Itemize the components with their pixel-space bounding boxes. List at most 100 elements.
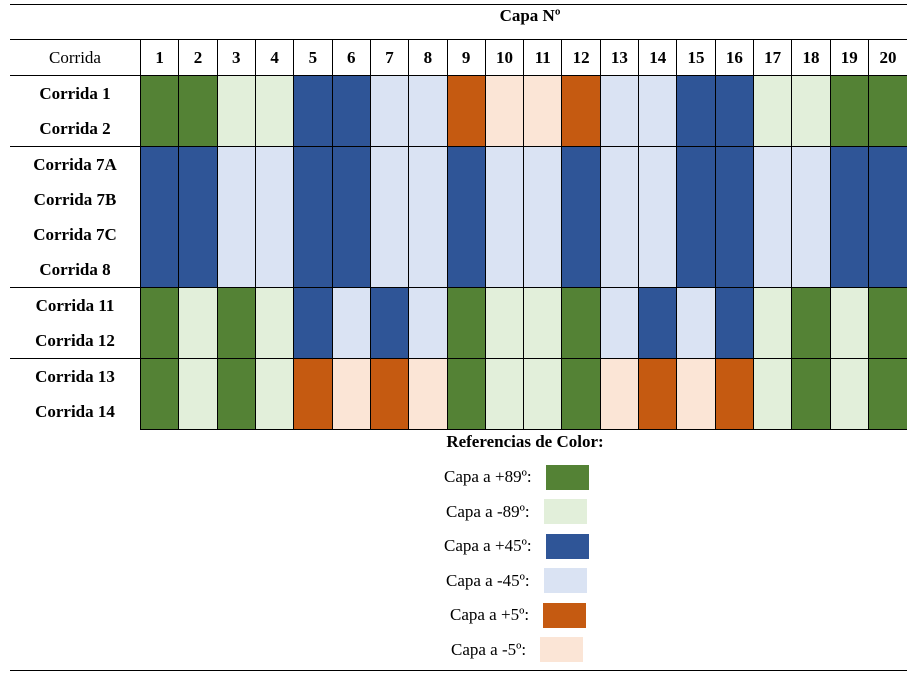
layer-cell bbox=[140, 287, 180, 323]
column-header-8: 8 bbox=[408, 40, 448, 76]
layer-cell bbox=[293, 287, 333, 323]
layer-cell bbox=[255, 146, 295, 182]
layer-cell bbox=[523, 287, 563, 323]
layer-cell bbox=[255, 182, 295, 217]
layer-cell bbox=[561, 111, 601, 147]
layer-cell bbox=[715, 146, 755, 182]
layer-cell bbox=[140, 217, 180, 252]
layer-cell bbox=[293, 358, 333, 394]
layer-cell bbox=[447, 75, 486, 111]
legend-swatch bbox=[540, 637, 584, 662]
layer-cell bbox=[293, 323, 333, 359]
legend-item: Capa a +45º: bbox=[444, 533, 589, 559]
layer-cell bbox=[255, 323, 295, 359]
layer-cell bbox=[523, 182, 563, 217]
legend-label: Capa a +45º: bbox=[444, 536, 532, 555]
column-header-19: 19 bbox=[830, 40, 869, 76]
row-header-label: Corrida bbox=[10, 40, 141, 76]
legend-label: Capa a -45º: bbox=[446, 570, 530, 590]
layer-cell bbox=[217, 217, 256, 252]
column-header-13: 13 bbox=[600, 40, 640, 76]
column-header-17: 17 bbox=[753, 40, 793, 76]
layer-cell bbox=[600, 75, 640, 111]
layer-cell bbox=[638, 394, 678, 430]
column-header-5: 5 bbox=[293, 40, 333, 76]
layer-cell bbox=[753, 323, 793, 359]
legend-item: Capa a +5º: bbox=[450, 602, 587, 628]
layer-cell bbox=[676, 287, 716, 323]
layer-cell bbox=[485, 75, 525, 111]
layer-cell bbox=[830, 323, 869, 359]
layer-cell bbox=[217, 75, 256, 111]
table-row: Corrida 1 bbox=[10, 75, 907, 111]
layer-cell bbox=[638, 182, 678, 217]
layer-cell bbox=[830, 111, 869, 147]
layer-cell bbox=[600, 182, 640, 217]
column-header-14: 14 bbox=[638, 40, 678, 76]
legend-title: Referencias de Color: bbox=[446, 432, 604, 451]
layer-cell bbox=[217, 323, 256, 359]
layer-cell bbox=[523, 111, 563, 147]
top-rule bbox=[10, 4, 907, 5]
layer-cell bbox=[753, 182, 793, 217]
layer-cell bbox=[332, 287, 371, 323]
layer-cell bbox=[178, 287, 218, 323]
layer-cell bbox=[868, 394, 907, 430]
layer-cell bbox=[370, 217, 410, 252]
layer-cell bbox=[676, 111, 716, 147]
layer-cell bbox=[178, 217, 218, 252]
layer-cell bbox=[830, 217, 869, 252]
legend-swatch bbox=[543, 602, 587, 628]
layer-cell bbox=[753, 252, 793, 288]
layer-cell bbox=[830, 75, 869, 111]
layer-cell bbox=[676, 394, 716, 430]
layer-cell bbox=[753, 146, 793, 182]
layer-cell bbox=[638, 111, 678, 147]
layer-cell bbox=[715, 394, 755, 430]
layer-cell bbox=[447, 394, 486, 430]
layer-cell bbox=[561, 146, 601, 182]
table-row: Corrida 12 bbox=[10, 323, 907, 359]
layer-cell bbox=[830, 146, 869, 182]
layer-cell bbox=[561, 287, 601, 323]
legend-item: Capa a -89º: bbox=[446, 499, 587, 525]
layer-cell bbox=[217, 252, 256, 288]
layer-cell bbox=[523, 146, 563, 182]
legend-item: Capa a +89º: bbox=[444, 464, 589, 490]
layer-cell bbox=[140, 252, 180, 288]
layer-cell bbox=[830, 394, 869, 430]
layer-cell bbox=[485, 111, 525, 147]
table-row: Corrida 8 bbox=[10, 252, 907, 288]
layer-cell bbox=[638, 75, 678, 111]
layer-cell bbox=[140, 111, 180, 147]
layer-cell bbox=[255, 358, 295, 394]
layer-cell bbox=[676, 146, 716, 182]
layer-cell bbox=[868, 252, 907, 288]
layer-color-table: Corrida 1 2 3 4 5 6 7 8 9 10 11 12 13 14 15 16 17 18 19 20 … bbox=[10, 40, 907, 430]
layer-cell bbox=[676, 252, 716, 288]
layer-cell bbox=[293, 146, 333, 182]
layer-cell bbox=[600, 287, 640, 323]
layer-cell bbox=[447, 287, 486, 323]
layer-cell bbox=[408, 75, 448, 111]
column-header-16: 16 bbox=[715, 40, 755, 76]
layer-cell bbox=[638, 252, 678, 288]
layer-cell bbox=[293, 252, 333, 288]
table-body: Corrida 1 Corrida 2 Corrida 7A Corrida 7B Co… bbox=[10, 75, 907, 430]
layer-cell bbox=[178, 146, 218, 182]
layer-cell bbox=[561, 358, 601, 394]
column-header-10: 10 bbox=[485, 40, 525, 76]
legend-label: Capa a -89º: bbox=[446, 501, 530, 521]
layer-cell bbox=[255, 75, 295, 111]
layer-cell bbox=[332, 323, 371, 359]
layer-cell bbox=[830, 287, 869, 323]
layer-cell bbox=[332, 252, 371, 288]
layer-cell bbox=[791, 394, 831, 430]
layer-cell bbox=[370, 146, 410, 182]
layer-cell bbox=[293, 217, 333, 252]
legend-label: Capa a +5º: bbox=[450, 605, 530, 624]
row-label: Corrida 7B bbox=[10, 182, 141, 217]
legend-label: Capa a -5º: bbox=[451, 639, 527, 659]
layer-cell bbox=[332, 182, 371, 217]
layer-cell bbox=[868, 217, 907, 252]
